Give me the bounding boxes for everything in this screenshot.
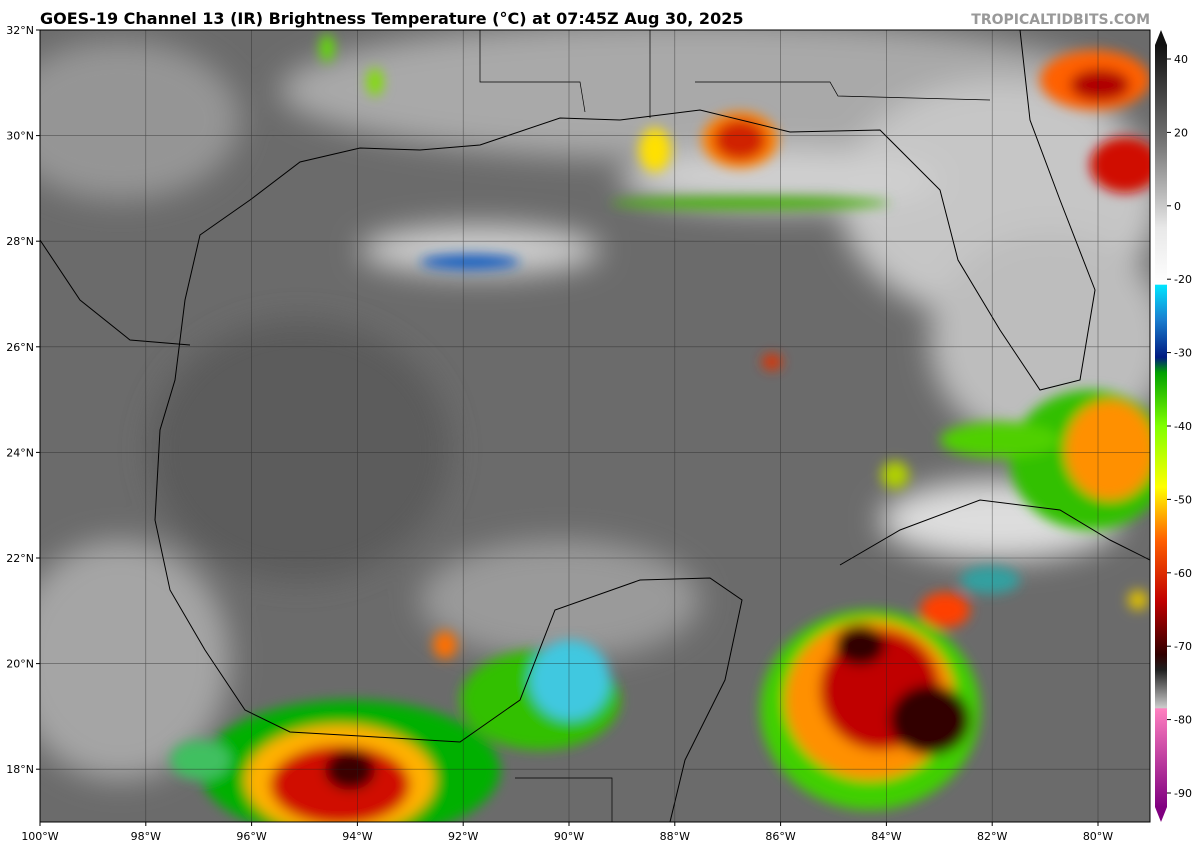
lat-label: 24°N	[6, 446, 34, 459]
colorbar-tick-label: -90	[1174, 787, 1192, 800]
lon-label: 100°W	[21, 830, 58, 843]
lat-label: 32°N	[6, 24, 34, 37]
colorbar-body	[1155, 45, 1167, 807]
convection	[170, 34, 1150, 822]
coastline-gulf-west	[40, 117, 743, 822]
lon-label: 82°W	[977, 830, 1007, 843]
title: GOES-19 Channel 13 (IR) Brightness Tempe…	[40, 9, 743, 28]
lon-label: 94°W	[342, 830, 372, 843]
coastline-florida	[619, 30, 1096, 391]
colorbar-tick-label: -40	[1174, 420, 1192, 433]
colorbar-tick-label: -80	[1174, 714, 1192, 727]
lon-label: 98°W	[131, 830, 161, 843]
lat-label: 26°N	[6, 341, 34, 354]
cloud-field	[40, 30, 1150, 780]
colorbar-tick-label: 20	[1174, 126, 1188, 139]
lon-label: 86°W	[765, 830, 795, 843]
colorbar-tick-label: -70	[1174, 640, 1192, 653]
colorbar-tick-label: 40	[1174, 53, 1188, 66]
lon-label: 92°W	[448, 830, 478, 843]
lon-label: 80°W	[1083, 830, 1113, 843]
credit: TROPICALTIDBITS.COM	[971, 12, 1150, 28]
map-frame	[39, 29, 1151, 823]
lon-label: 84°W	[871, 830, 901, 843]
satellite-map	[40, 30, 1150, 822]
colorbar-tick-label: -20	[1174, 273, 1192, 286]
labels: 32°N 30°N 28°N 26°N 24°N 22°N 20°N 18°N 100°W 98°…	[6, 24, 1192, 843]
lat-label: 28°N	[6, 235, 34, 248]
colorbar-tick-label: -50	[1174, 493, 1192, 506]
lat-label: 20°N	[6, 658, 34, 671]
lon-label: 88°W	[660, 830, 690, 843]
graticule	[40, 30, 1150, 822]
lat-label: 18°N	[6, 763, 34, 776]
colorbar-tick-label: -60	[1174, 567, 1192, 580]
colorbar	[1155, 30, 1167, 822]
colorbar-top-extend	[1155, 30, 1167, 45]
lon-label: 96°W	[236, 830, 266, 843]
colorbar-bottom-extend	[1155, 807, 1167, 822]
lat-label: 30°N	[6, 130, 34, 143]
borders	[479, 30, 991, 822]
lon-label: 90°W	[554, 830, 584, 843]
lat-label: 22°N	[6, 552, 34, 565]
colorbar-tick-label: -30	[1174, 347, 1192, 360]
coastlines	[40, 30, 1150, 822]
coastline-cuba	[839, 499, 1150, 566]
colorbar-tick-label: 0	[1174, 200, 1181, 213]
